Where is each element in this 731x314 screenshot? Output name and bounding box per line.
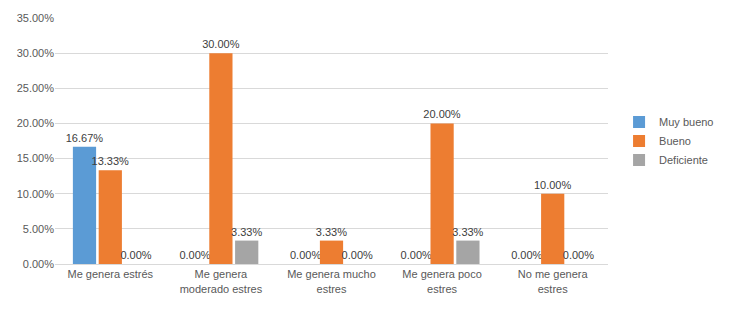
svg-text:0.00%: 0.00% bbox=[563, 249, 594, 261]
svg-text:25.00%: 25.00% bbox=[17, 82, 55, 94]
svg-text:No me generaestres: No me generaestres bbox=[518, 268, 589, 294]
svg-text:Me genera estrés: Me genera estrés bbox=[67, 268, 153, 280]
svg-text:10.00%: 10.00% bbox=[17, 188, 55, 200]
svg-text:3.33%: 3.33% bbox=[231, 226, 262, 238]
svg-text:20.00%: 20.00% bbox=[423, 108, 461, 120]
svg-text:Bueno: Bueno bbox=[659, 135, 691, 147]
svg-text:Muy bueno: Muy bueno bbox=[659, 116, 713, 128]
svg-text:3.33%: 3.33% bbox=[452, 226, 483, 238]
svg-text:3.33%: 3.33% bbox=[316, 226, 347, 238]
svg-text:Me genera pocoestres: Me genera pocoestres bbox=[402, 268, 482, 294]
svg-text:35.00%: 35.00% bbox=[17, 12, 55, 24]
svg-text:16.67%: 16.67% bbox=[66, 132, 104, 144]
svg-text:0.00%: 0.00% bbox=[23, 258, 54, 270]
svg-text:0.00%: 0.00% bbox=[179, 249, 210, 261]
svg-text:20.00%: 20.00% bbox=[17, 117, 55, 129]
svg-text:0.00%: 0.00% bbox=[401, 249, 432, 261]
svg-text:15.00%: 15.00% bbox=[17, 152, 55, 164]
svg-text:5.00%: 5.00% bbox=[23, 223, 54, 235]
svg-text:Me generamoderado estres: Me generamoderado estres bbox=[180, 268, 263, 294]
svg-text:0.00%: 0.00% bbox=[120, 249, 151, 261]
svg-text:Me genera muchoestres: Me genera muchoestres bbox=[287, 268, 376, 294]
svg-text:30.00%: 30.00% bbox=[17, 47, 55, 59]
svg-text:0.00%: 0.00% bbox=[290, 249, 321, 261]
svg-text:30.00%: 30.00% bbox=[202, 38, 240, 50]
svg-text:0.00%: 0.00% bbox=[511, 249, 542, 261]
svg-text:Deficiente: Deficiente bbox=[659, 154, 708, 166]
svg-text:13.33%: 13.33% bbox=[92, 155, 130, 167]
svg-text:0.00%: 0.00% bbox=[342, 249, 373, 261]
svg-text:10.00%: 10.00% bbox=[534, 179, 572, 191]
